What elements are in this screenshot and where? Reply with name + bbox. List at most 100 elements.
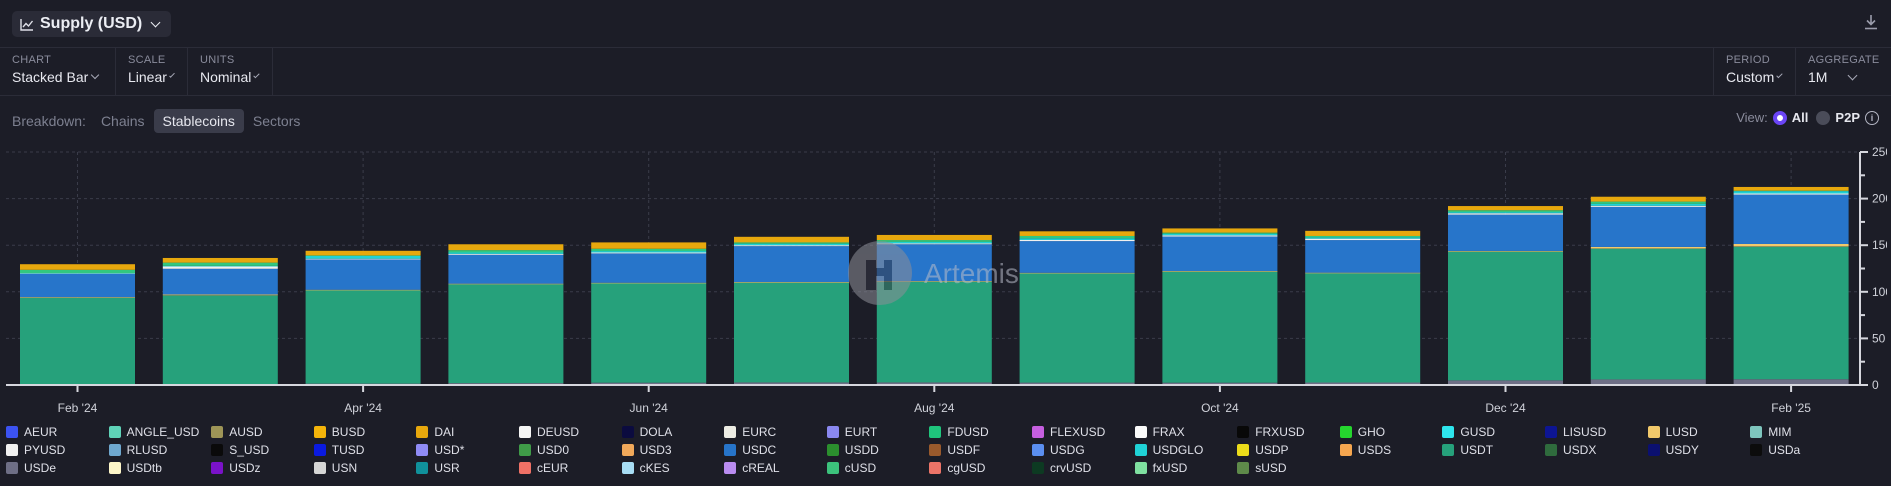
legend-item[interactable]: MIM xyxy=(1750,424,1792,440)
period-dropdown[interactable]: PERIOD Custom xyxy=(1713,48,1796,95)
legend-item[interactable]: USN xyxy=(313,460,358,476)
legend-swatch xyxy=(416,462,429,474)
legend-swatch xyxy=(108,444,121,456)
legend-item[interactable]: crvUSD xyxy=(1032,460,1091,476)
legend-item[interactable]: USDGLO xyxy=(1134,442,1204,458)
legend-item[interactable]: FDUSD xyxy=(929,424,989,440)
chart-type-dropdown[interactable]: CHART Stacked Bar xyxy=(0,48,116,95)
aggregate-dropdown[interactable]: AGGREGATE 1M xyxy=(1796,48,1891,95)
bar-segment-dai xyxy=(1733,186,1849,191)
legend-item[interactable]: USDT xyxy=(1442,442,1493,458)
legend-item[interactable]: cgUSD xyxy=(929,460,985,476)
legend-item[interactable]: USDS xyxy=(1339,442,1391,458)
bar-segment-usde xyxy=(1305,382,1421,385)
radio-p2p[interactable] xyxy=(1816,110,1831,125)
bar-segment-lusd xyxy=(591,282,707,284)
legend-label: crvUSD xyxy=(1050,461,1092,475)
legend-swatch xyxy=(6,462,18,474)
legend-item[interactable]: USDY xyxy=(1647,442,1699,458)
legend-item[interactable]: cKES xyxy=(621,460,670,476)
legend-item[interactable]: TUSD xyxy=(313,442,364,458)
legend-item[interactable]: BUSD xyxy=(313,424,366,440)
legend-item[interactable]: USD* xyxy=(416,442,464,458)
legend-item[interactable]: sUSD xyxy=(1237,460,1287,476)
legend-item[interactable]: cREAL xyxy=(724,460,780,476)
legend-swatch xyxy=(826,462,839,474)
bar-segment-usdc xyxy=(1448,214,1563,251)
tab-chains[interactable]: Chains xyxy=(100,113,145,129)
legend-item[interactable]: USDX xyxy=(1545,442,1596,458)
legend-item[interactable]: USR xyxy=(416,460,460,476)
legend-label: FDUSD xyxy=(947,425,989,439)
legend-item[interactable]: fxUSD xyxy=(1134,460,1187,476)
legend-swatch xyxy=(929,462,942,474)
bar-segment-dai xyxy=(734,236,849,243)
view-option-all[interactable]: All xyxy=(1791,110,1809,125)
legend-item[interactable]: USDa xyxy=(1750,442,1800,458)
legend-item[interactable]: USDF xyxy=(929,442,980,458)
download-icon[interactable] xyxy=(1864,14,1880,32)
bar-segment-pyusd xyxy=(305,258,421,260)
legend-item[interactable]: EURT xyxy=(826,424,878,440)
legend-label: FLEXUSD xyxy=(1050,425,1106,439)
legend-item[interactable]: USDtb xyxy=(108,460,162,476)
legend-item[interactable]: PYUSD xyxy=(6,442,65,458)
legend-item[interactable]: USDC xyxy=(724,442,776,458)
legend-item[interactable]: USDe xyxy=(6,460,56,476)
bar-segment-usdc xyxy=(305,259,421,290)
legend-label: DAI xyxy=(434,425,455,439)
metric-selector[interactable]: Supply (USD) xyxy=(12,11,172,37)
tab-stablecoins[interactable]: Stablecoins xyxy=(153,109,244,133)
x-tick-label: Feb '25 xyxy=(1771,401,1811,415)
legend-swatch xyxy=(1339,426,1352,438)
metric-label: Supply (USD) xyxy=(40,15,143,32)
legend-item[interactable]: DOLA xyxy=(621,424,672,440)
bar-segment-susd xyxy=(1590,248,1706,249)
legend-item[interactable]: USDG xyxy=(1032,442,1085,458)
legend-item[interactable]: EURC xyxy=(724,424,776,440)
bar-segment-lusd xyxy=(162,294,278,295)
legend-item[interactable]: DAI xyxy=(416,424,454,440)
legend-swatch xyxy=(1134,426,1147,438)
legend-label: EURT xyxy=(844,425,878,439)
legend-item[interactable]: FRXUSD xyxy=(1237,424,1305,440)
legend-item[interactable]: USDz xyxy=(211,460,261,476)
x-tick-label: Aug '24 xyxy=(914,401,955,415)
legend-label: USDF xyxy=(947,443,981,457)
tab-sectors[interactable]: Sectors xyxy=(252,113,301,129)
legend-item[interactable]: AUSD xyxy=(211,424,263,440)
legend-item[interactable]: AEUR xyxy=(6,424,57,440)
scale-value: Linear xyxy=(128,69,167,85)
legend-item[interactable]: cEUR xyxy=(519,460,568,476)
legend-label: USDGLO xyxy=(1152,443,1204,457)
legend-item[interactable]: GUSD xyxy=(1442,424,1495,440)
legend-item[interactable]: LISUSD xyxy=(1545,424,1606,440)
legend-item[interactable]: USD3 xyxy=(621,442,672,458)
legend-label: USN xyxy=(331,461,358,475)
legend-item[interactable]: DEUSD xyxy=(519,424,579,440)
bar-segment-pyusd xyxy=(876,243,992,245)
legend-label: BUSD xyxy=(331,425,366,439)
bar-segment-usde xyxy=(1162,382,1278,385)
legend-item[interactable]: RLUSD xyxy=(108,442,167,458)
legend-swatch xyxy=(826,426,839,438)
radio-all[interactable] xyxy=(1772,110,1787,125)
legend-item[interactable]: GHO xyxy=(1339,424,1385,440)
bar-segment-usde xyxy=(734,382,849,385)
info-icon[interactable]: i xyxy=(1865,110,1879,125)
legend-item[interactable]: USDP xyxy=(1237,442,1289,458)
bar-segment-pyusd xyxy=(1448,213,1563,215)
legend-item[interactable]: ANGLE_USD xyxy=(108,424,199,440)
legend-item[interactable]: S_USD xyxy=(211,442,269,458)
legend-item[interactable]: FRAX xyxy=(1134,424,1185,440)
legend-item[interactable]: cUSD xyxy=(826,460,876,476)
units-dropdown[interactable]: UNITS Nominal xyxy=(188,48,273,95)
legend-item[interactable]: USD0 xyxy=(519,442,569,458)
bar-segment-usdt xyxy=(591,283,707,383)
legend-item[interactable]: LUSD xyxy=(1647,424,1698,440)
scale-dropdown[interactable]: SCALE Linear xyxy=(116,48,188,95)
legend-item[interactable]: FLEXUSD xyxy=(1032,424,1105,440)
bar-segment-lusd xyxy=(734,282,849,283)
legend-item[interactable]: USDD xyxy=(826,442,879,458)
view-option-p2p[interactable]: P2P xyxy=(1835,110,1860,125)
